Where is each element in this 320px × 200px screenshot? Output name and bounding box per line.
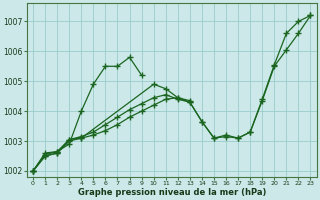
X-axis label: Graphe pression niveau de la mer (hPa): Graphe pression niveau de la mer (hPa) xyxy=(77,188,266,197)
